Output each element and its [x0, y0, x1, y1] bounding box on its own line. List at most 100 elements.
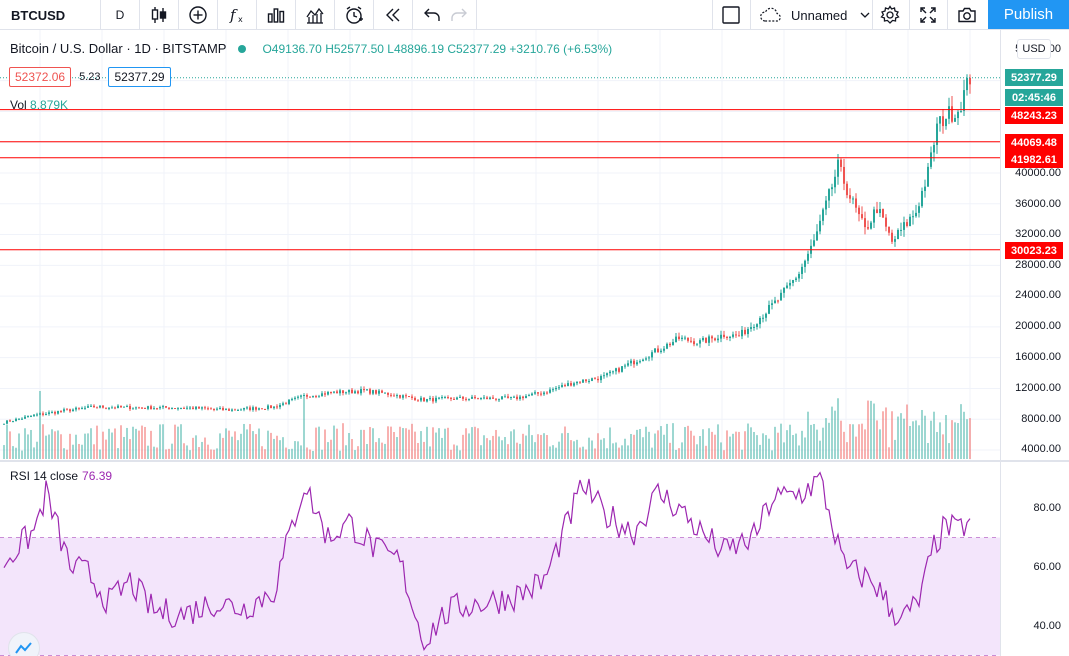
candle-body: [108, 407, 110, 409]
candle-body: [636, 362, 638, 365]
volume-bar: [372, 428, 374, 459]
price-tick: 32000.00: [1015, 228, 1061, 240]
multi-chart-button[interactable]: [296, 0, 334, 30]
price-pane[interactable]: [0, 30, 1000, 460]
volume-bar: [246, 429, 248, 459]
candle-body: [795, 278, 797, 281]
candle-body: [951, 106, 953, 122]
candle-body: [948, 106, 950, 119]
volume-bar: [225, 428, 227, 459]
replay-button[interactable]: [374, 0, 412, 30]
candle-body: [417, 400, 419, 402]
volume-bar: [438, 428, 440, 459]
candle-body: [888, 226, 890, 233]
volume-bar: [90, 428, 92, 459]
volume-label: Vol: [10, 98, 27, 112]
volume-bar: [696, 444, 698, 459]
candle-body: [852, 198, 854, 200]
candle-body: [282, 403, 284, 405]
candle-body: [33, 414, 35, 416]
level-tag: 41982.61: [1005, 151, 1063, 168]
fullscreen-select-button[interactable]: [712, 0, 750, 30]
volume-bar: [477, 428, 479, 459]
symbol-search-button[interactable]: BTCUSD: [11, 7, 66, 23]
candle-body: [372, 390, 374, 394]
candle-body: [408, 396, 410, 398]
chart-style-button[interactable]: [140, 0, 178, 30]
volume-bar: [702, 429, 704, 459]
publish-button[interactable]: Publish: [988, 0, 1069, 29]
redo-button[interactable]: [440, 0, 478, 30]
candle-body: [384, 392, 386, 394]
volume-bar: [312, 450, 314, 459]
candle-body: [540, 393, 542, 395]
volume-bar: [444, 428, 446, 459]
sell-price-button[interactable]: 52372.06: [9, 67, 72, 87]
svg-text:f: f: [229, 6, 238, 24]
fullscreen-button[interactable]: [909, 0, 947, 30]
layout-menu-button[interactable]: Unnamed: [755, 0, 873, 30]
candle-body: [531, 393, 533, 396]
volume-bar: [807, 411, 809, 459]
tradingview-logo[interactable]: [8, 632, 40, 656]
candle-body: [273, 406, 275, 409]
volume-bar: [432, 427, 434, 459]
volume-bar: [426, 426, 428, 459]
volume-bar: [120, 425, 122, 459]
candle-body: [129, 406, 131, 410]
volume-bar: [663, 434, 665, 459]
templates-button[interactable]: [257, 0, 295, 30]
volume-bar: [771, 450, 773, 459]
toolbar-divider: [750, 0, 751, 30]
volume-bar: [282, 437, 284, 459]
volume-bar: [525, 435, 527, 459]
settings-icon: [880, 5, 900, 24]
candle-body: [597, 378, 599, 381]
candle-body: [936, 123, 938, 145]
volume-bar: [825, 418, 827, 459]
candle-body: [885, 217, 887, 227]
pane-divider[interactable]: [0, 460, 1069, 462]
volume-bar: [189, 450, 191, 459]
volume-bar: [156, 447, 158, 459]
candle-body: [162, 406, 164, 408]
rsi-scale[interactable]: 80.00 60.00 40.00: [1000, 462, 1069, 656]
candle-body: [39, 413, 41, 415]
alert-button[interactable]: [335, 0, 373, 30]
volume-bar: [54, 431, 56, 459]
candle-body: [564, 385, 566, 387]
templates-icon: [267, 8, 285, 23]
volume-bar: [951, 420, 953, 459]
volume-bar: [588, 437, 590, 459]
buy-price-button[interactable]: 52377.29: [108, 67, 171, 87]
volume-bar: [423, 441, 425, 459]
rsi-pane[interactable]: [0, 462, 1000, 656]
candle-body: [762, 317, 764, 319]
snapshot-button[interactable]: [948, 0, 986, 30]
candle-body: [96, 407, 98, 409]
candle-body: [237, 409, 239, 411]
volume-bar: [93, 444, 95, 459]
candle-body: [195, 406, 197, 410]
volume-bar: [546, 435, 548, 459]
low-value: L48896.19: [387, 41, 444, 56]
candle-body: [591, 378, 593, 381]
horizontal-levels: [0, 109, 1000, 251]
interval-button[interactable]: D: [115, 8, 125, 22]
undo-button[interactable]: [413, 0, 451, 30]
settings-button[interactable]: [871, 0, 909, 30]
volume-bar: [510, 431, 512, 459]
compare-button[interactable]: [179, 0, 217, 30]
volume-bar: [297, 441, 299, 459]
volume-bar: [753, 431, 755, 459]
candle-body: [897, 229, 899, 240]
currency-button[interactable]: USD: [1017, 39, 1051, 59]
candle-body: [27, 415, 29, 417]
volume-bar: [660, 426, 662, 459]
volume-bar: [537, 434, 539, 459]
price-tick: 12000.00: [1015, 382, 1061, 394]
candle-body: [837, 159, 839, 177]
candle-body: [765, 313, 767, 318]
